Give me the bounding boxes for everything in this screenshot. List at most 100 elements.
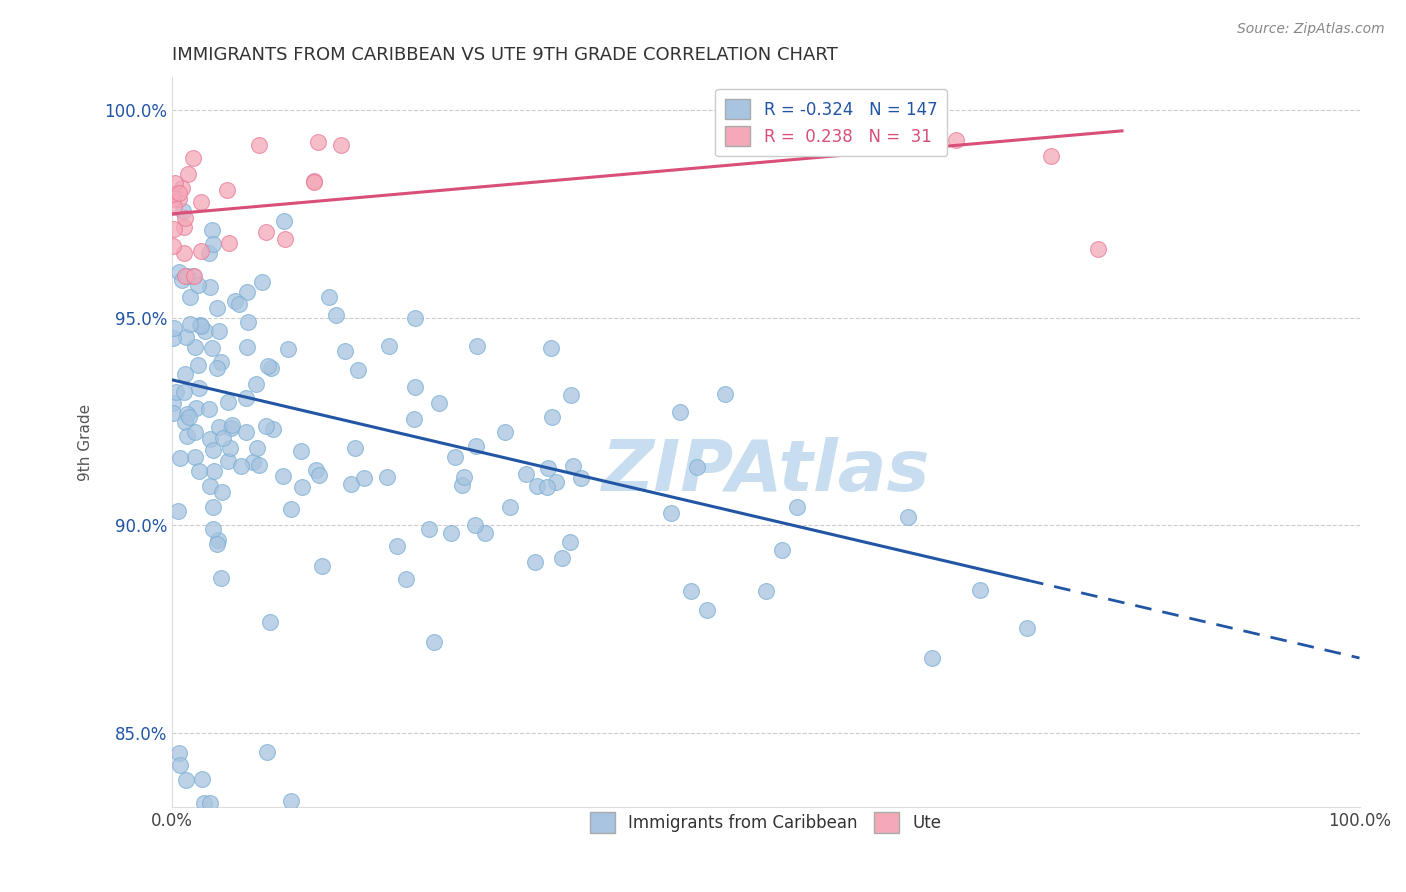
Point — [277, 342, 299, 356]
Point — [186, 401, 208, 416]
Point — [190, 194, 212, 209]
Point — [353, 471, 375, 485]
Point — [187, 358, 209, 372]
Point — [245, 376, 267, 391]
Point — [224, 293, 246, 308]
Point — [163, 320, 186, 334]
Point — [165, 385, 187, 400]
Point — [544, 475, 567, 490]
Point — [217, 395, 239, 409]
Point — [165, 176, 187, 190]
Point — [235, 392, 257, 406]
Point — [669, 405, 692, 419]
Point — [174, 269, 197, 284]
Point — [560, 388, 582, 402]
Point — [173, 385, 195, 400]
Point — [198, 478, 221, 492]
Point — [252, 275, 274, 289]
Point — [167, 192, 190, 206]
Point — [176, 167, 198, 181]
Point — [208, 324, 231, 338]
Point — [207, 301, 229, 316]
Point — [346, 363, 368, 377]
Point — [695, 602, 717, 616]
Point — [228, 296, 250, 310]
Point — [311, 559, 333, 574]
Point — [375, 470, 398, 484]
Point — [235, 285, 257, 299]
Point — [167, 504, 190, 518]
Point — [201, 443, 224, 458]
Point — [215, 183, 238, 197]
Point — [173, 367, 195, 381]
Point — [499, 500, 522, 514]
Point — [256, 745, 278, 759]
Point — [190, 244, 212, 258]
Point — [343, 441, 366, 455]
Point — [176, 429, 198, 443]
Point — [329, 137, 352, 152]
Point — [162, 239, 184, 253]
Point — [395, 572, 418, 586]
Point — [231, 458, 253, 473]
Point — [308, 467, 330, 482]
Point — [897, 510, 920, 524]
Point — [494, 425, 516, 440]
Point — [254, 225, 277, 239]
Point — [422, 635, 444, 649]
Text: ZIPAtlas: ZIPAtlas — [602, 437, 931, 506]
Point — [174, 211, 197, 226]
Point — [174, 330, 197, 344]
Point — [235, 425, 257, 439]
Point — [177, 409, 200, 424]
Point — [755, 584, 778, 599]
Point — [1087, 242, 1109, 256]
Point — [246, 441, 269, 455]
Point — [179, 290, 201, 304]
Text: IMMIGRANTS FROM CARIBBEAN VS UTE 9TH GRADE CORRELATION CHART: IMMIGRANTS FROM CARIBBEAN VS UTE 9TH GRA… — [173, 46, 838, 64]
Point — [162, 406, 184, 420]
Point — [217, 454, 239, 468]
Point — [162, 192, 184, 206]
Point — [169, 746, 191, 760]
Point — [404, 380, 426, 394]
Point — [176, 407, 198, 421]
Point — [191, 772, 214, 786]
Point — [247, 458, 270, 472]
Text: Source: ZipAtlas.com: Source: ZipAtlas.com — [1237, 22, 1385, 37]
Point — [271, 469, 294, 483]
Point — [385, 539, 408, 553]
Point — [305, 463, 328, 477]
Point — [304, 174, 326, 188]
Point — [162, 331, 184, 345]
Point — [418, 522, 440, 536]
Point — [200, 432, 222, 446]
Point — [162, 186, 184, 201]
Point — [318, 290, 340, 304]
Point — [536, 480, 558, 494]
Point — [558, 534, 581, 549]
Point — [221, 421, 243, 435]
Point — [190, 319, 212, 334]
Point — [163, 222, 186, 236]
Point — [302, 175, 325, 189]
Point — [176, 268, 198, 283]
Point — [207, 533, 229, 548]
Point — [550, 551, 572, 566]
Point — [273, 232, 295, 246]
Point — [181, 269, 204, 284]
Point — [969, 583, 991, 598]
Point — [464, 518, 486, 533]
Point — [440, 526, 463, 541]
Point — [714, 386, 737, 401]
Point — [209, 355, 232, 369]
Point — [211, 431, 233, 445]
Point — [173, 415, 195, 429]
Point — [1015, 621, 1038, 635]
Point — [202, 522, 225, 536]
Point — [770, 543, 793, 558]
Point — [179, 317, 201, 331]
Point — [849, 119, 872, 133]
Point — [167, 265, 190, 279]
Point — [170, 273, 193, 287]
